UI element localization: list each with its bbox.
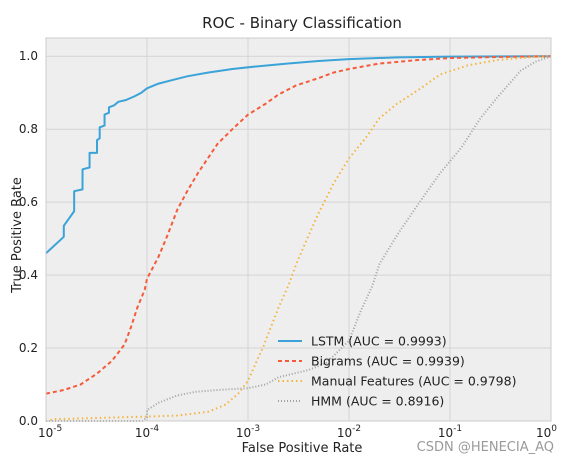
legend-label-3: HMM (AUC = 0.8916) <box>311 394 444 409</box>
series-layer <box>45 55 552 422</box>
x-axis-label: False Positive Rate <box>242 441 363 456</box>
series-line-3 <box>46 55 552 422</box>
series-line-0 <box>45 55 552 254</box>
legend-label-1: Bigrams (AUC = 0.9939) <box>311 354 465 369</box>
legend: LSTM (AUC = 0.9993) Bigrams (AUC = 0.9939… <box>278 334 516 409</box>
y-tick-label-0: 0.0 <box>19 414 38 428</box>
x-tick-labels: 10-5 10-4 10-3 10-2 10-1 100 <box>38 424 557 440</box>
x-tick-label-1: 10-4 <box>135 424 160 440</box>
chart-title: ROC - Binary Classification <box>202 14 402 32</box>
y-tick-label-3: 0.6 <box>19 195 38 209</box>
y-tick-label-1: 0.2 <box>19 341 38 355</box>
x-tick-label-5: 100 <box>536 424 557 440</box>
y-tick-label-4: 0.8 <box>19 122 38 136</box>
series-line-2 <box>45 55 552 422</box>
y-tick-label-2: 0.4 <box>19 268 38 282</box>
x-tick-label-0: 10-5 <box>38 424 62 440</box>
x-tick-label-3: 10-2 <box>337 424 361 440</box>
y-axis-label: True Positive Rate <box>10 177 25 294</box>
x-tick-label-4: 10-1 <box>438 424 462 440</box>
plot-frame <box>45 37 552 422</box>
series-line-1 <box>45 55 552 395</box>
watermark-text: CSDN @HENECIA_AQ <box>417 440 554 455</box>
y-tick-labels: 0.0 0.2 0.4 0.6 0.8 1.0 <box>19 49 38 428</box>
legend-label-0: LSTM (AUC = 0.9993) <box>311 334 447 349</box>
x-tick-label-2: 10-3 <box>236 424 260 440</box>
y-tick-label-5: 1.0 <box>19 49 38 63</box>
plot-background <box>46 38 551 421</box>
legend-label-2: Manual Features (AUC = 0.9798) <box>311 374 516 389</box>
